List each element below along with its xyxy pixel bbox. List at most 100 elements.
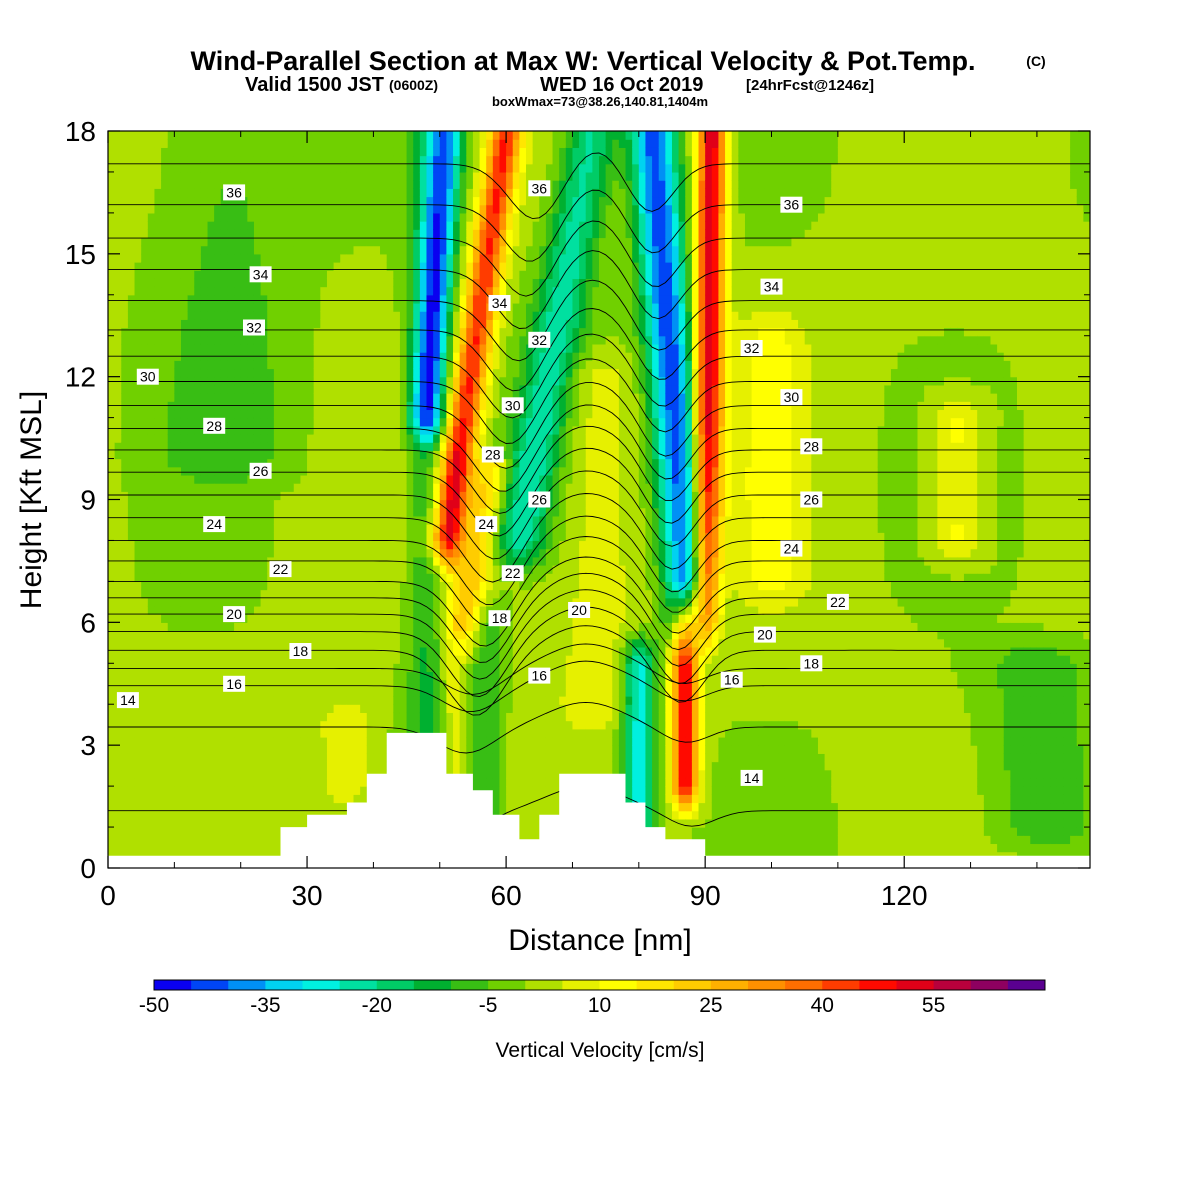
field-cell (340, 605, 348, 615)
field-cell (147, 736, 156, 746)
field-cell (253, 229, 262, 239)
field-cell (134, 614, 142, 623)
field-cell (386, 327, 394, 337)
field-cell (326, 262, 335, 271)
field-cell (200, 319, 209, 329)
field-cell (360, 589, 368, 599)
field-cell (380, 458, 388, 468)
field-cell (121, 155, 129, 165)
field-cell (406, 270, 414, 279)
field-cell (220, 499, 229, 509)
field-cell (267, 294, 275, 304)
field-cell (340, 499, 348, 509)
field-cell (360, 581, 368, 591)
field-cell (466, 212, 474, 222)
field-cell (207, 802, 215, 812)
field-cell (413, 335, 421, 345)
field-cell (453, 425, 461, 435)
field-cell (340, 565, 348, 574)
field-cell (114, 704, 122, 714)
field-cell (253, 245, 262, 255)
field-cell (200, 270, 209, 279)
field-cell (380, 622, 388, 632)
field-cell (313, 777, 321, 787)
field-cell (419, 360, 428, 370)
field-cell (147, 728, 156, 738)
field-cell (446, 728, 454, 738)
field-cell (267, 761, 275, 771)
field-cell (273, 384, 282, 394)
field-cell (373, 548, 381, 558)
field-cell (393, 302, 401, 312)
field-cell (234, 221, 242, 230)
field-cell (180, 597, 189, 607)
field-cell (300, 491, 308, 501)
field-cell (167, 139, 175, 148)
field-cell (214, 614, 222, 623)
field-cell (293, 147, 302, 157)
field-cell (300, 196, 308, 206)
field-cell (340, 761, 348, 771)
field-cell (214, 433, 222, 443)
field-cell (207, 753, 215, 763)
field-cell (200, 638, 209, 648)
field-cell (187, 679, 195, 689)
field-cell (406, 253, 414, 263)
field-cell (399, 655, 408, 664)
field-cell (194, 409, 202, 419)
field-cell (466, 753, 474, 763)
field-cell (340, 262, 348, 271)
field-cell (214, 180, 222, 189)
field-cell (114, 221, 122, 230)
field-cell (214, 810, 222, 820)
field-cell (280, 614, 288, 623)
field-cell (307, 581, 315, 591)
field-cell (406, 573, 414, 582)
field-cell (293, 491, 302, 501)
field-cell (167, 712, 175, 722)
field-cell (326, 589, 335, 599)
field-cell (194, 687, 202, 697)
field-cell (433, 343, 441, 353)
field-cell (240, 548, 248, 558)
field-cell (453, 163, 461, 173)
field-cell (380, 384, 388, 394)
field-cell (386, 630, 394, 640)
field-cell (180, 474, 189, 484)
field-cell (134, 442, 142, 451)
field-cell (121, 753, 129, 763)
field-cell (320, 712, 328, 722)
field-cell (320, 679, 328, 689)
field-cell (267, 491, 275, 501)
field-cell (413, 515, 421, 525)
field-cell (267, 507, 275, 517)
field-cell (141, 679, 149, 689)
field-cell (353, 605, 361, 615)
field-cell (426, 335, 434, 345)
field-cell (300, 343, 308, 353)
field-cell (426, 311, 434, 320)
field-cell (353, 327, 361, 337)
field-cell (141, 810, 149, 820)
field-cell (353, 720, 361, 730)
field-cell (446, 376, 454, 386)
field-cell (114, 515, 122, 525)
field-cell (108, 597, 116, 607)
field-cell (234, 237, 242, 247)
field-cell (187, 180, 195, 189)
field-cell (280, 745, 288, 754)
field-cell (214, 458, 222, 468)
field-cell (214, 319, 222, 329)
field-cell (154, 655, 162, 664)
field-cell (320, 687, 328, 697)
field-cell (114, 278, 122, 288)
field-cell (174, 147, 182, 157)
field-cell (108, 417, 116, 427)
field-cell (307, 597, 315, 607)
field-cell (340, 540, 348, 550)
field-cell (280, 163, 288, 173)
field-cell (326, 786, 335, 795)
field-cell (161, 302, 169, 312)
field-cell (141, 131, 149, 140)
field-cell (114, 712, 122, 722)
